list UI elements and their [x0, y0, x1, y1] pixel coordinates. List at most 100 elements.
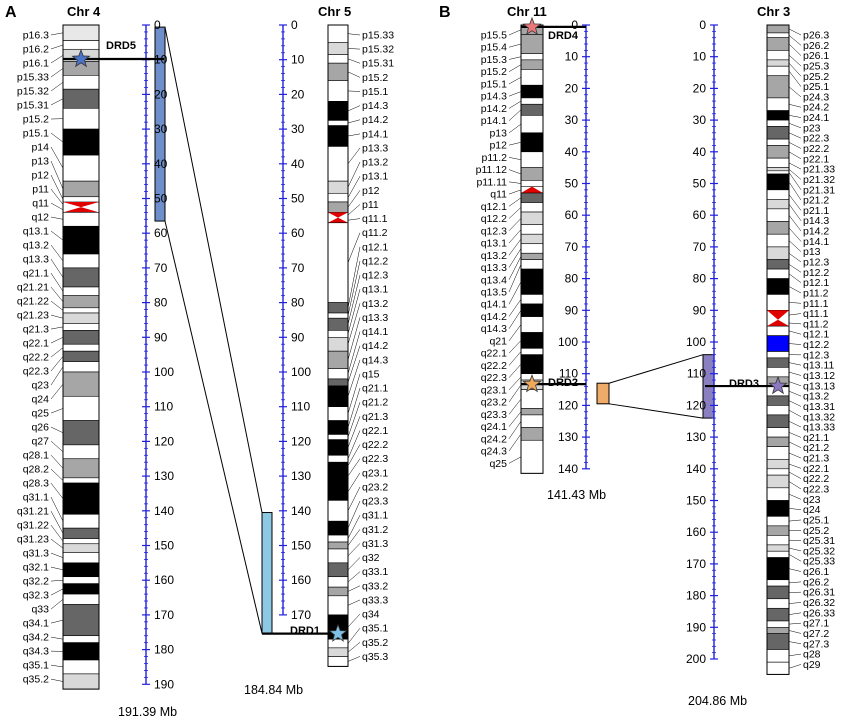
chr5-band-label: q35.1: [362, 623, 388, 635]
chr5-band-leader: [347, 444, 361, 466]
chr5-axis-tick-label: 30: [291, 122, 305, 136]
chr3-axis-tick-label: 130: [686, 430, 706, 444]
chr4-band-label: q31.22: [17, 520, 49, 532]
chr3-axis-tick-label: 50: [693, 177, 707, 191]
chr4-band-leader: [50, 468, 64, 481]
chr3-band-leader: [788, 194, 802, 211]
chr11-band-leader: [508, 229, 522, 244]
chr11-band: [520, 180, 544, 187]
chr11-band: [520, 408, 544, 416]
chr3-band-leader: [788, 302, 802, 304]
chr3-band-label: p14.1: [803, 236, 829, 248]
chr5-band: [327, 548, 349, 564]
chr5-band-leader: [347, 373, 361, 414]
chr3-band: [766, 535, 790, 546]
chr3-band: [766, 294, 790, 311]
chr4-band-label: q13.2: [23, 240, 49, 252]
chr11-centromere: [521, 186, 543, 194]
chr5-axis-tick-label: 110: [291, 400, 310, 414]
chr4-band-leader: [50, 55, 64, 64]
chr11-axis-tick-label: 100: [558, 335, 578, 349]
chr5-band: [327, 562, 349, 578]
chr4-axis-tick-label: 80: [154, 296, 168, 310]
chr4-band-label: p11: [32, 184, 49, 196]
chr11-band-leader: [508, 456, 522, 464]
chr4-band-leader: [50, 32, 64, 36]
chr5-band-leader: [347, 402, 361, 438]
chr3-band-leader: [788, 123, 802, 129]
chr4-band-label: q22.2: [23, 352, 49, 364]
chr3-band-leader: [788, 35, 802, 46]
chr11-band-leader: [508, 64, 522, 72]
chr3-axis-tick-label: 60: [693, 208, 707, 222]
chr4-band: [62, 107, 100, 130]
chr4-band: [62, 395, 100, 421]
chr3-band: [766, 458, 790, 470]
chr3-axis-tick-label: 150: [686, 494, 706, 508]
chr5-band: [327, 101, 349, 121]
chr3-band-label: p23: [803, 122, 821, 134]
chr3-band-leader: [788, 104, 802, 108]
chr4-band-label: q13.3: [23, 254, 49, 266]
chr11-band-label: p15.1: [481, 78, 507, 90]
panel-b-letter: B: [439, 4, 451, 21]
drd2-star-icon: [522, 374, 542, 393]
drd2-label: DRD2: [548, 377, 578, 389]
chr3-band: [766, 59, 790, 67]
chr3-band-leader: [788, 630, 802, 634]
drd1-label: DRD1: [290, 625, 320, 637]
chr11-axis-tick-label: 40: [565, 145, 579, 159]
chr4-band-leader: [50, 510, 64, 534]
chr3-band-label: q13.31: [803, 401, 835, 413]
chr11-band: [520, 294, 544, 305]
chr4-centromere: [63, 201, 99, 208]
chr5-band-label: q33.3: [362, 594, 388, 606]
chr3-band-leader: [788, 441, 802, 448]
chr5-band: [327, 586, 349, 597]
chr3-band-leader: [788, 54, 802, 67]
chr4-title: Chr 4: [67, 4, 101, 19]
chr4-band: [62, 562, 100, 578]
chr11-band-leader: [508, 364, 522, 378]
chr3-band: [766, 37, 790, 51]
chr5-axis-tick-label: 50: [291, 192, 305, 206]
chr5-band-label: q22.3: [362, 453, 388, 465]
drd4-label: DRD4: [548, 30, 579, 42]
chr5-band-leader: [347, 317, 361, 360]
chr3-axis-tick-label: 0: [699, 18, 706, 32]
chr4-band-leader: [50, 314, 64, 319]
chr3-band: [766, 259, 790, 270]
chr3-band-label: q25.1: [803, 514, 829, 526]
chr4-axis-tick-label: 50: [154, 192, 168, 206]
chr11-axis-tick-label: 140: [558, 462, 578, 476]
chr11-band: [520, 303, 544, 317]
chr4-band: [62, 61, 100, 76]
chr4-band: [62, 154, 100, 182]
chr11-axis-tick-label: 110: [559, 367, 578, 381]
chr4-band: [62, 343, 100, 352]
chr11-band-label: p15.4: [481, 42, 507, 54]
chr3-band-leader: [788, 203, 802, 221]
chr11-band-label: q25: [489, 458, 507, 470]
chr5-band-label: q11.1: [362, 213, 388, 225]
chr11-band: [520, 233, 544, 245]
chr11-band: [520, 243, 544, 254]
chr11-band: [520, 103, 544, 116]
chr3-band-label: p14.3: [803, 215, 829, 227]
chr3-band-leader: [788, 273, 802, 283]
chr5-band-label: q11.2: [362, 227, 388, 239]
chr3-band-label: q25.31: [803, 535, 835, 547]
chr11-band-label: q12.1: [481, 201, 507, 213]
synteny-links: [154, 26, 715, 634]
chr3-axis-tick-label: 40: [693, 145, 707, 159]
chr4-axis-tick-label: 190: [154, 677, 174, 691]
chr11-band-label: p12: [489, 140, 507, 152]
chr3-band-leader: [788, 519, 802, 522]
chr11-band-leader: [508, 123, 522, 134]
chr4-band: [62, 225, 100, 255]
chr4-band-label: q23: [31, 380, 49, 392]
chr4-band: [62, 593, 100, 605]
chr3-band-label: q21.3: [803, 453, 829, 465]
chr5-band: [327, 180, 349, 194]
chr11-band-leader: [508, 157, 522, 160]
